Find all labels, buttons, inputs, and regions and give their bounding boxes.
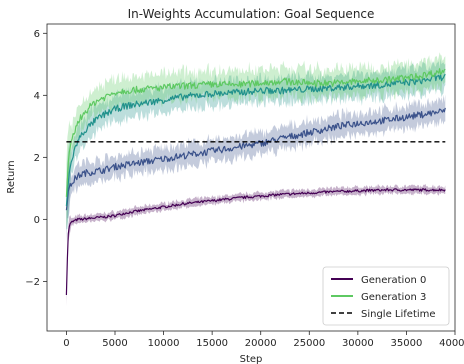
y-tick-label: 2 (34, 153, 40, 164)
y-axis-label: Return (6, 160, 17, 193)
x-axis: 0 5000 10000 15000 20000 25000 30000 35000 40000 (63, 331, 464, 349)
series-line-generation-3 (65, 68, 446, 197)
legend-label-generation-3: Generation 3 (361, 292, 426, 303)
x-tick-label: 40000 (439, 338, 464, 349)
y-tick-label: −2 (25, 277, 40, 288)
legend-label-generation-0: Generation 0 (361, 275, 426, 286)
legend-box (322, 266, 450, 326)
series-band-generation-3 (66, 52, 446, 229)
y-tick-label: 4 (34, 91, 40, 102)
x-tick-label: 10000 (148, 338, 180, 349)
series-line-series-2 (65, 73, 446, 207)
x-tick-label: 35000 (391, 338, 423, 349)
plot-frame (46, 23, 456, 332)
legend: Generation 0 Generation 3 Single Lifetim… (322, 266, 450, 326)
y-tick-label: 6 (34, 29, 40, 40)
x-tick-label: 30000 (342, 338, 374, 349)
chart-title: In-Weights Accumulation: Goal Sequence (128, 7, 375, 21)
x-tick-label: 5000 (102, 338, 127, 349)
legend-label-single-lifetime: Single Lifetime (361, 309, 436, 320)
x-tick-label: 25000 (293, 338, 325, 349)
y-tick-label: 0 (34, 215, 40, 226)
series-band-series-1 (66, 94, 446, 243)
y-axis: −2 0 2 4 6 (25, 29, 47, 288)
x-axis-label: Step (240, 354, 263, 364)
series-line-series-1 (65, 107, 446, 211)
x-tick-label: 20000 (245, 338, 277, 349)
series-lines (65, 68, 446, 296)
x-tick-label: 0 (63, 338, 69, 349)
x-tick-label: 15000 (196, 338, 228, 349)
series-line-generation-0 (65, 188, 446, 296)
